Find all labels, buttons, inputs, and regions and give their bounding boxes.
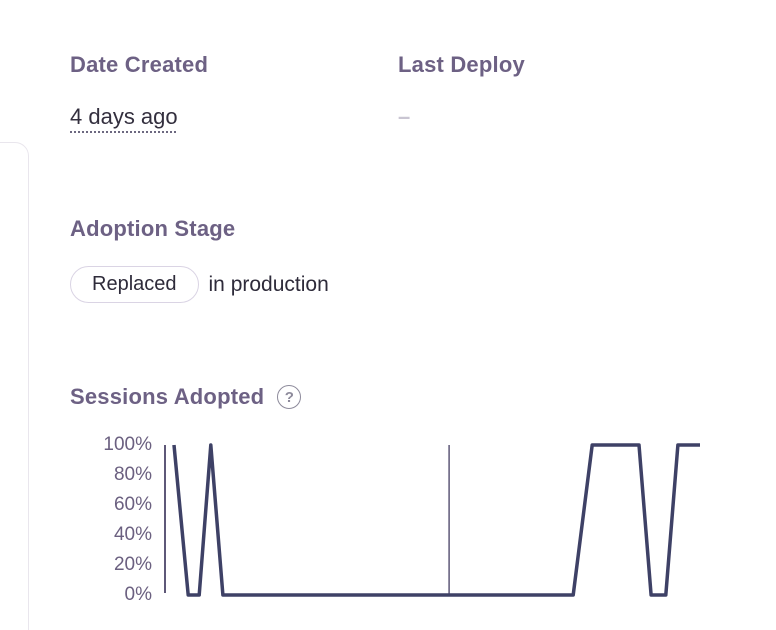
last-deploy-label: Last Deploy <box>398 52 525 77</box>
adoption-stage-badge: Replaced <box>70 266 199 303</box>
help-icon[interactable]: ? <box>277 385 302 409</box>
y-axis-tick-label: 0% <box>124 584 152 605</box>
y-axis-tick-label: 40% <box>113 524 152 545</box>
y-axis-tick-label: 20% <box>113 554 152 575</box>
adoption-stage-suffix: in production <box>208 272 329 296</box>
sessions-adopted-label: Sessions Adopted <box>70 384 265 409</box>
last-deploy-value: – <box>398 104 411 129</box>
y-axis-tick-label: 60% <box>113 494 152 515</box>
sessions-adopted-chart <box>164 443 700 597</box>
y-axis-tick-labels: 100% 80% 60% 40% 20% 0% <box>70 0 152 630</box>
chart-line <box>172 443 700 597</box>
left-card-edge <box>0 142 29 630</box>
date-created-value[interactable]: 4 days ago <box>70 104 178 129</box>
y-axis-tick-label: 80% <box>113 464 152 485</box>
date-created-label: Date Created <box>70 52 209 77</box>
y-axis-tick-label: 100% <box>103 434 152 455</box>
adoption-stage-label: Adoption Stage <box>70 216 236 241</box>
